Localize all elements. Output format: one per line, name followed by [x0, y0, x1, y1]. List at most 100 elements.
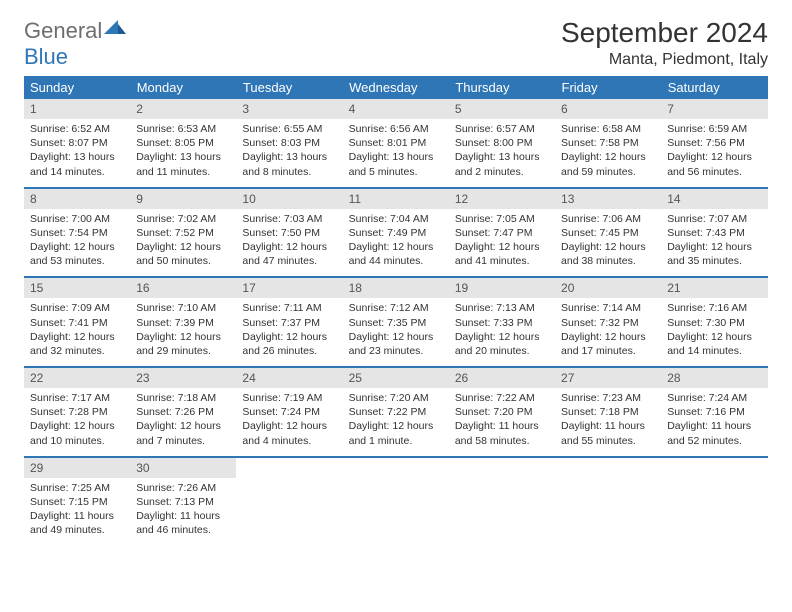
day-cell: 20Sunrise: 7:14 AMSunset: 7:32 PMDayligh… [555, 277, 661, 367]
day-cell: 24Sunrise: 7:19 AMSunset: 7:24 PMDayligh… [236, 367, 342, 457]
day-body: Sunrise: 6:53 AMSunset: 8:05 PMDaylight:… [130, 119, 236, 187]
calendar-page: GeneralBlue September 2024 Manta, Piedmo… [0, 0, 792, 612]
day-body: Sunrise: 6:59 AMSunset: 7:56 PMDaylight:… [661, 119, 767, 187]
day-cell: .. [236, 457, 342, 546]
dow-sun: Sunday [24, 76, 130, 99]
day-cell: 11Sunrise: 7:04 AMSunset: 7:49 PMDayligh… [343, 188, 449, 278]
day-number: 21 [661, 278, 767, 298]
day-cell: 9Sunrise: 7:02 AMSunset: 7:52 PMDaylight… [130, 188, 236, 278]
dow-sat: Saturday [661, 76, 767, 99]
brand-text: GeneralBlue [24, 18, 126, 70]
day-cell: 10Sunrise: 7:03 AMSunset: 7:50 PMDayligh… [236, 188, 342, 278]
day-body: Sunrise: 7:20 AMSunset: 7:22 PMDaylight:… [343, 388, 449, 456]
day-body: Sunrise: 7:25 AMSunset: 7:15 PMDaylight:… [24, 478, 130, 546]
day-cell: 17Sunrise: 7:11 AMSunset: 7:37 PMDayligh… [236, 277, 342, 367]
day-number: 19 [449, 278, 555, 298]
dow-mon: Monday [130, 76, 236, 99]
day-number: 24 [236, 368, 342, 388]
day-body: Sunrise: 7:13 AMSunset: 7:33 PMDaylight:… [449, 298, 555, 366]
day-body: Sunrise: 7:23 AMSunset: 7:18 PMDaylight:… [555, 388, 661, 456]
day-cell: 6Sunrise: 6:58 AMSunset: 7:58 PMDaylight… [555, 99, 661, 188]
brand-logo: GeneralBlue [24, 18, 126, 70]
day-number: 13 [555, 189, 661, 209]
day-cell: 22Sunrise: 7:17 AMSunset: 7:28 PMDayligh… [24, 367, 130, 457]
day-cell: 1Sunrise: 6:52 AMSunset: 8:07 PMDaylight… [24, 99, 130, 188]
day-body: Sunrise: 7:00 AMSunset: 7:54 PMDaylight:… [24, 209, 130, 277]
dow-wed: Wednesday [343, 76, 449, 99]
day-cell: .. [661, 457, 767, 546]
day-cell: 7Sunrise: 6:59 AMSunset: 7:56 PMDaylight… [661, 99, 767, 188]
dow-thu: Thursday [449, 76, 555, 99]
day-number: 2 [130, 99, 236, 119]
day-number: 16 [130, 278, 236, 298]
day-number: 15 [24, 278, 130, 298]
day-number: 3 [236, 99, 342, 119]
day-number: 7 [661, 99, 767, 119]
day-number: 29 [24, 458, 130, 478]
day-number: 28 [661, 368, 767, 388]
day-cell: 27Sunrise: 7:23 AMSunset: 7:18 PMDayligh… [555, 367, 661, 457]
day-number: 5 [449, 99, 555, 119]
day-cell: 12Sunrise: 7:05 AMSunset: 7:47 PMDayligh… [449, 188, 555, 278]
day-body: Sunrise: 6:57 AMSunset: 8:00 PMDaylight:… [449, 119, 555, 187]
day-body: Sunrise: 7:24 AMSunset: 7:16 PMDaylight:… [661, 388, 767, 456]
day-number: 9 [130, 189, 236, 209]
header: GeneralBlue September 2024 Manta, Piedmo… [24, 18, 768, 70]
day-body: Sunrise: 7:05 AMSunset: 7:47 PMDaylight:… [449, 209, 555, 277]
day-body: Sunrise: 7:16 AMSunset: 7:30 PMDaylight:… [661, 298, 767, 366]
day-body: Sunrise: 7:07 AMSunset: 7:43 PMDaylight:… [661, 209, 767, 277]
week-row: 15Sunrise: 7:09 AMSunset: 7:41 PMDayligh… [24, 277, 768, 367]
day-body: Sunrise: 7:06 AMSunset: 7:45 PMDaylight:… [555, 209, 661, 277]
day-cell: 29Sunrise: 7:25 AMSunset: 7:15 PMDayligh… [24, 457, 130, 546]
day-body: Sunrise: 7:19 AMSunset: 7:24 PMDaylight:… [236, 388, 342, 456]
day-cell: .. [449, 457, 555, 546]
day-body: Sunrise: 7:18 AMSunset: 7:26 PMDaylight:… [130, 388, 236, 456]
location: Manta, Piedmont, Italy [561, 51, 768, 69]
day-body: Sunrise: 7:14 AMSunset: 7:32 PMDaylight:… [555, 298, 661, 366]
calendar-table: Sunday Monday Tuesday Wednesday Thursday… [24, 76, 768, 545]
day-number: 14 [661, 189, 767, 209]
day-number: 23 [130, 368, 236, 388]
day-number: 4 [343, 99, 449, 119]
day-cell: 2Sunrise: 6:53 AMSunset: 8:05 PMDaylight… [130, 99, 236, 188]
day-cell: 26Sunrise: 7:22 AMSunset: 7:20 PMDayligh… [449, 367, 555, 457]
day-number: 12 [449, 189, 555, 209]
day-body: Sunrise: 7:26 AMSunset: 7:13 PMDaylight:… [130, 478, 236, 546]
brand-word1: General [24, 18, 102, 43]
day-number: 11 [343, 189, 449, 209]
week-row: 1Sunrise: 6:52 AMSunset: 8:07 PMDaylight… [24, 99, 768, 188]
day-body: Sunrise: 7:09 AMSunset: 7:41 PMDaylight:… [24, 298, 130, 366]
day-number: 30 [130, 458, 236, 478]
day-body: Sunrise: 6:55 AMSunset: 8:03 PMDaylight:… [236, 119, 342, 187]
day-cell: 23Sunrise: 7:18 AMSunset: 7:26 PMDayligh… [130, 367, 236, 457]
day-cell: 21Sunrise: 7:16 AMSunset: 7:30 PMDayligh… [661, 277, 767, 367]
day-cell: .. [555, 457, 661, 546]
day-body: Sunrise: 7:02 AMSunset: 7:52 PMDaylight:… [130, 209, 236, 277]
day-cell: 25Sunrise: 7:20 AMSunset: 7:22 PMDayligh… [343, 367, 449, 457]
day-cell: 30Sunrise: 7:26 AMSunset: 7:13 PMDayligh… [130, 457, 236, 546]
day-body: Sunrise: 6:58 AMSunset: 7:58 PMDaylight:… [555, 119, 661, 187]
week-row: 29Sunrise: 7:25 AMSunset: 7:15 PMDayligh… [24, 457, 768, 546]
dow-tue: Tuesday [236, 76, 342, 99]
day-number: 1 [24, 99, 130, 119]
day-cell: 5Sunrise: 6:57 AMSunset: 8:00 PMDaylight… [449, 99, 555, 188]
day-number: 25 [343, 368, 449, 388]
day-body: Sunrise: 7:12 AMSunset: 7:35 PMDaylight:… [343, 298, 449, 366]
week-row: 22Sunrise: 7:17 AMSunset: 7:28 PMDayligh… [24, 367, 768, 457]
dow-fri: Friday [555, 76, 661, 99]
day-body: Sunrise: 7:10 AMSunset: 7:39 PMDaylight:… [130, 298, 236, 366]
brand-word2: Blue [24, 44, 68, 69]
day-cell: 19Sunrise: 7:13 AMSunset: 7:33 PMDayligh… [449, 277, 555, 367]
day-number: 27 [555, 368, 661, 388]
day-number: 20 [555, 278, 661, 298]
brand-mark-icon [104, 18, 126, 43]
week-row: 8Sunrise: 7:00 AMSunset: 7:54 PMDaylight… [24, 188, 768, 278]
day-body: Sunrise: 7:04 AMSunset: 7:49 PMDaylight:… [343, 209, 449, 277]
day-number: 18 [343, 278, 449, 298]
day-body: Sunrise: 7:22 AMSunset: 7:20 PMDaylight:… [449, 388, 555, 456]
dow-row: Sunday Monday Tuesday Wednesday Thursday… [24, 76, 768, 99]
day-cell: 8Sunrise: 7:00 AMSunset: 7:54 PMDaylight… [24, 188, 130, 278]
day-cell: 28Sunrise: 7:24 AMSunset: 7:16 PMDayligh… [661, 367, 767, 457]
day-number: 22 [24, 368, 130, 388]
day-body: Sunrise: 7:11 AMSunset: 7:37 PMDaylight:… [236, 298, 342, 366]
